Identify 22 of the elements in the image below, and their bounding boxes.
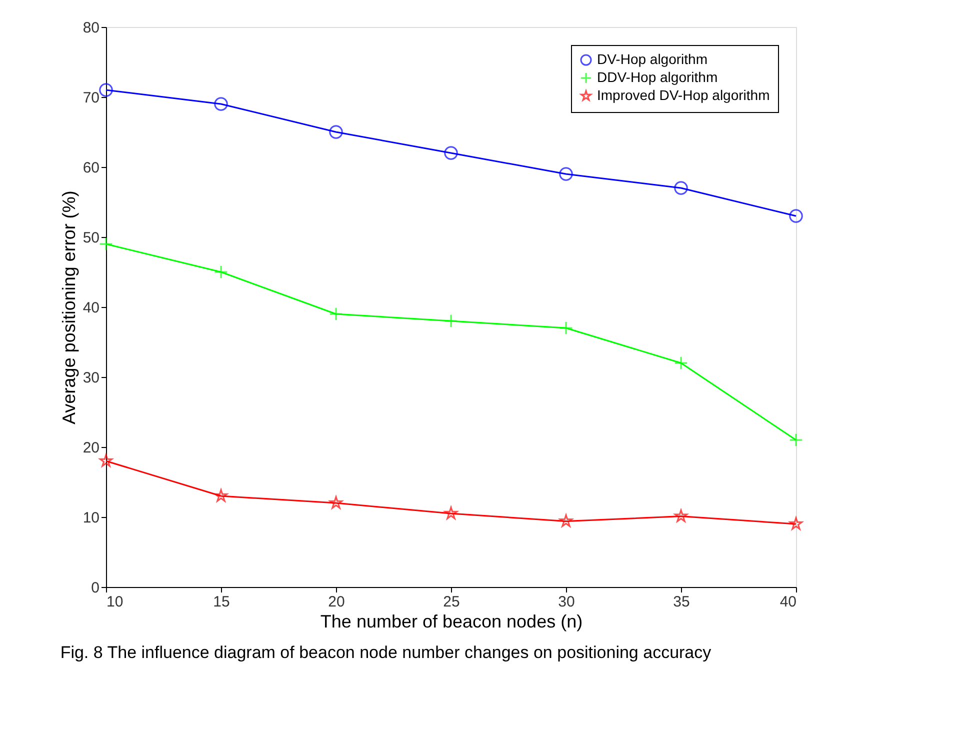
y-tick-label: 80 <box>82 20 100 36</box>
y-tick-label: 30 <box>82 370 100 386</box>
y-tick-label: 10 <box>82 510 100 526</box>
x-tick-label: 10 <box>106 594 124 610</box>
caption: Fig. 8 The influence diagram of beacon node number changes on positioning accuracy <box>60 643 712 662</box>
x-tick-label: 20 <box>328 594 345 610</box>
legend-label: DDV-Hop algorithm <box>597 69 718 85</box>
x-tick-label: 40 <box>780 594 796 610</box>
x-axis-title: The number of beacon nodes (n) <box>320 612 583 632</box>
x-tick-label: 15 <box>213 594 230 610</box>
y-tick-label: 60 <box>82 160 100 176</box>
y-tick-label: 20 <box>82 440 100 456</box>
legend-label: Improved DV-Hop algorithm <box>597 87 770 103</box>
x-tick-label: 25 <box>443 594 460 610</box>
y-tick-label: 0 <box>91 580 100 596</box>
y-tick-label: 70 <box>82 90 100 106</box>
legend-label: DV-Hop algorithm <box>597 51 708 67</box>
x-tick-label: 35 <box>673 594 690 610</box>
y-tick-label: 50 <box>82 230 100 246</box>
x-tick-label: 30 <box>558 594 575 610</box>
y-tick-label: 40 <box>82 300 100 316</box>
y-axis-title: Average positioning error (%) <box>58 190 79 424</box>
